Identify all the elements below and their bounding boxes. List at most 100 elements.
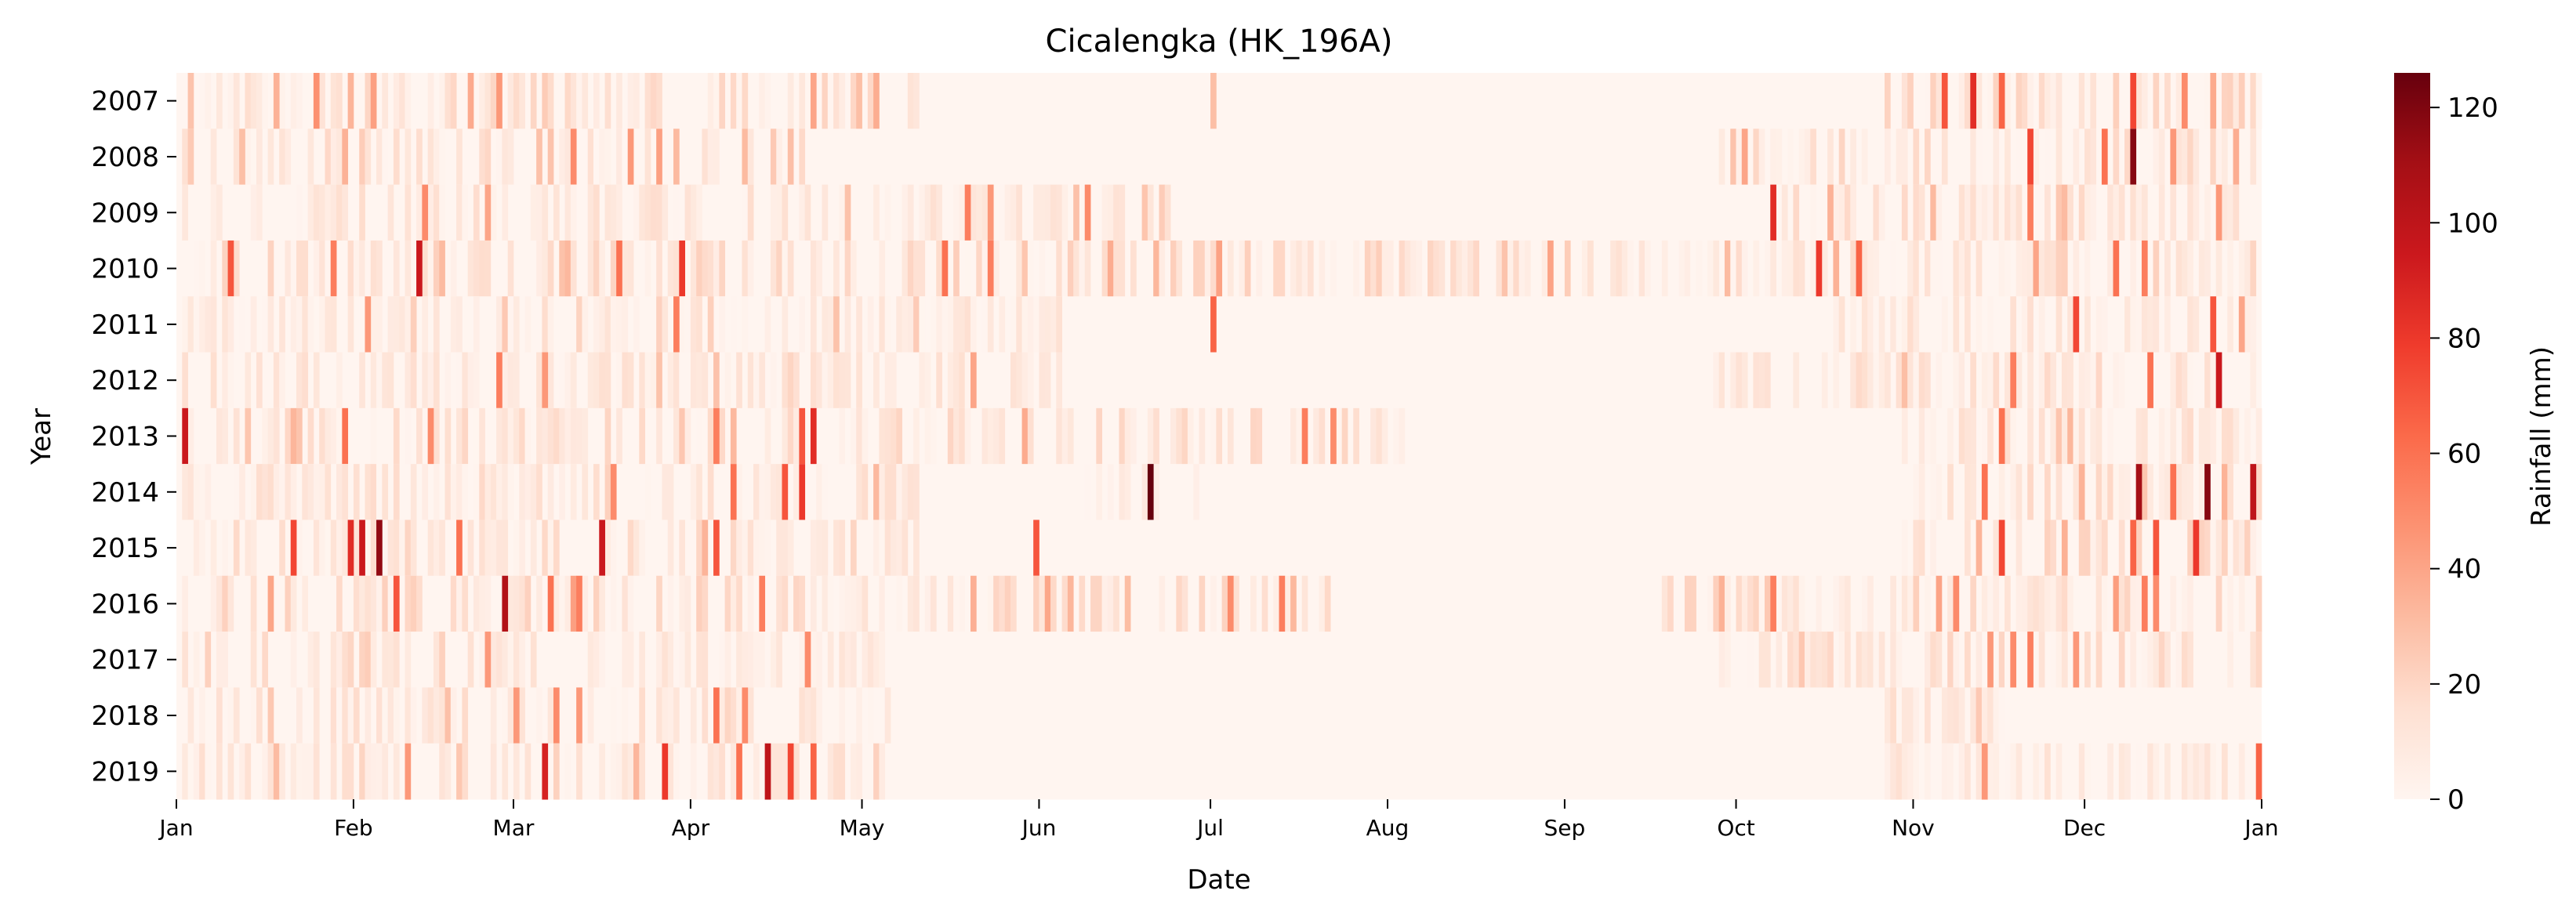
heatmap-cell [330, 407, 337, 465]
heatmap-cell [433, 520, 440, 577]
heatmap-cell [919, 296, 926, 353]
heatmap-cell [976, 184, 982, 241]
heatmap-cell [1958, 73, 1965, 129]
heatmap-cell [1981, 575, 1988, 632]
heatmap-cell [976, 240, 982, 297]
heatmap-cell [319, 407, 325, 465]
heatmap-cell [2101, 575, 2108, 632]
heatmap-cell [787, 129, 794, 186]
heatmap-cell [233, 687, 240, 744]
heatmap-cell [1901, 687, 1908, 744]
heatmap-cell [473, 407, 480, 465]
heatmap-cell [1965, 240, 1971, 297]
heatmap-cell [507, 352, 514, 409]
heatmap-cell [399, 73, 405, 129]
heatmap-cell [2153, 240, 2160, 297]
heatmap-cell [2113, 352, 2120, 409]
heatmap-cell [513, 743, 520, 800]
heatmap-cell [479, 632, 485, 688]
heatmap-cell [833, 73, 840, 129]
heatmap-cell [2107, 407, 2113, 465]
heatmap-cell [787, 520, 794, 577]
y-tick-label: 2015 [91, 533, 159, 564]
heatmap-cell [799, 632, 806, 688]
heatmap-cell [1913, 296, 1920, 353]
heatmap-cell [210, 520, 217, 577]
heatmap-cell [347, 240, 354, 297]
heatmap-cell [639, 687, 645, 744]
heatmap-cell [1861, 352, 1868, 409]
heatmap-cell [256, 464, 263, 520]
heatmap-cell [2067, 575, 2073, 632]
heatmap-peak-cell [416, 240, 423, 297]
heatmap-cell [1730, 129, 1736, 186]
heatmap-cell [1925, 575, 1931, 632]
heatmap-cell [273, 407, 280, 465]
heatmap-cell [1913, 520, 1920, 577]
heatmap-cell [759, 352, 766, 409]
heatmap-cell [793, 464, 800, 520]
heatmap-cell [1913, 129, 1920, 186]
heatmap-cell [839, 743, 846, 800]
heatmap-cell [2107, 184, 2113, 241]
heatmap-cell [850, 73, 857, 129]
heatmap-peak-cell [1998, 520, 2005, 577]
heatmap-cell [742, 520, 749, 577]
heatmap-cell [2250, 575, 2257, 632]
heatmap-cell [1690, 575, 1696, 632]
heatmap-cell [844, 240, 851, 297]
heatmap-cell [604, 73, 611, 129]
heatmap-cell [747, 184, 754, 241]
heatmap-cell [930, 575, 937, 632]
heatmap-cell [336, 632, 343, 688]
heatmap-cell [2050, 240, 2057, 297]
heatmap-cell [656, 296, 662, 353]
heatmap-cell [2073, 129, 2080, 186]
heatmap-peak-cell [1981, 743, 1988, 800]
heatmap-cell [1838, 575, 1845, 632]
heatmap-peak-cell [662, 743, 669, 800]
heatmap-cell [479, 73, 485, 129]
heatmap-cell [336, 407, 343, 465]
heatmap-cell [536, 240, 542, 297]
heatmap-cell [2090, 352, 2097, 409]
heatmap-cell [2250, 240, 2257, 297]
heatmap-cell [850, 240, 857, 297]
heatmap-cell [422, 240, 429, 297]
heatmap-cell [245, 743, 252, 800]
heatmap-cell [307, 464, 314, 520]
heatmap-cell [1678, 240, 1685, 297]
heatmap-cell [593, 240, 600, 297]
heatmap-cell [1896, 184, 1903, 241]
heatmap-cell [2135, 520, 2142, 577]
heatmap-cell [1113, 184, 1119, 241]
heatmap-cell [2153, 129, 2160, 186]
heatmap-cell [1970, 464, 1977, 520]
heatmap-cell [302, 296, 309, 353]
heatmap-cell [1998, 687, 2005, 744]
heatmap-cell [2038, 73, 2045, 129]
heatmap-cell [216, 73, 223, 129]
heatmap-cell [1084, 464, 1091, 520]
heatmap-cell [313, 464, 320, 520]
heatmap-cell [1936, 184, 1943, 241]
heatmap-cell [2204, 352, 2211, 409]
heatmap-cell [296, 743, 303, 800]
heatmap-cell [2067, 407, 2073, 465]
heatmap-cell [924, 352, 931, 409]
heatmap-cell [1610, 240, 1616, 297]
heatmap-cell [919, 184, 926, 241]
heatmap-cell [1124, 464, 1131, 520]
heatmap-cell [1936, 352, 1943, 409]
heatmap-cell [450, 240, 457, 297]
heatmap-cell [1267, 240, 1274, 297]
heatmap-peak-cell [2215, 184, 2222, 241]
heatmap-cell [936, 184, 942, 241]
heatmap-cell [907, 240, 914, 297]
heatmap-cell [1021, 407, 1029, 465]
heatmap-cell [970, 184, 977, 241]
heatmap-cell [513, 520, 520, 577]
heatmap-cell [1021, 352, 1029, 409]
heatmap-cell [536, 129, 542, 186]
heatmap-cell [1850, 296, 1856, 353]
